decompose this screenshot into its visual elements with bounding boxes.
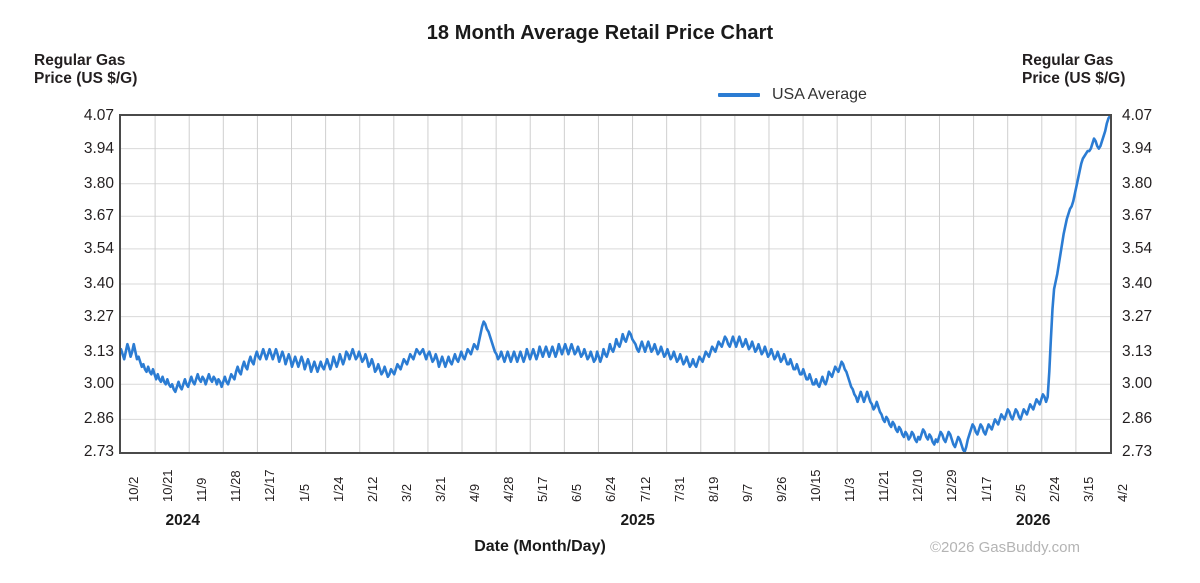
legend-item-label: USA Average bbox=[772, 86, 867, 103]
y-axis-tick-label: 3.67 bbox=[1122, 207, 1153, 225]
x-axis-tick-label: 12/29 bbox=[944, 469, 960, 502]
chart-legend: USA Average bbox=[718, 84, 867, 106]
x-axis-tick-label: 10/21 bbox=[160, 469, 176, 502]
y-axis-tick-label: 2.73 bbox=[83, 443, 114, 460]
x-axis-tick-label: 11/9 bbox=[194, 477, 210, 502]
y-axis-tick-label: 2.86 bbox=[1122, 410, 1153, 428]
y-axis-tick-label: 3.94 bbox=[1122, 139, 1153, 157]
x-axis-tick-label: 7/31 bbox=[671, 476, 687, 502]
x-axis-tick-label: 2/24 bbox=[1046, 476, 1062, 502]
x-axis-tick-label: 4/2 bbox=[1115, 483, 1130, 502]
copyright-notice: ©2026 GasBuddy.com bbox=[930, 539, 1081, 556]
y-axis-tick-label: 3.13 bbox=[83, 342, 114, 360]
x-axis-tick-label: 4/9 bbox=[467, 483, 483, 502]
x-axis-tick-label: 4/28 bbox=[501, 476, 517, 502]
x-axis-tick-label: 6/24 bbox=[603, 476, 619, 502]
x-axis-tick-label: 5/17 bbox=[535, 476, 551, 502]
plot-area bbox=[119, 114, 1112, 454]
y-axis-tick-label: 3.94 bbox=[83, 139, 114, 157]
y-axis-tick-label: 4.07 bbox=[83, 107, 114, 124]
page-title: 18 Month Average Retail Price Chart bbox=[426, 22, 774, 44]
x-axis-tick-label: 11/3 bbox=[842, 477, 858, 502]
x-axis-ticks: 10/2 10/21 11/9 11/28 12/17 1/5 1/24 2/12 3/2 3/2… bbox=[0, 0, 1200, 502]
x-axis-year-label: 2024 bbox=[165, 512, 200, 529]
y-axis-tick-label: 3.40 bbox=[1122, 275, 1153, 292]
usa-average-line bbox=[121, 116, 1110, 452]
x-axis-tick-label: 8/19 bbox=[705, 476, 721, 502]
x-axis-tick-label: 1/17 bbox=[978, 476, 994, 502]
x-axis-year-label: 2025 bbox=[620, 512, 655, 529]
x-axis-tick-label: 2/12 bbox=[364, 476, 380, 502]
x-axis-tick-label: 6/5 bbox=[569, 483, 585, 502]
x-axis-tick-label: 3/21 bbox=[432, 476, 448, 502]
y-axis-tick-label: 3.00 bbox=[1122, 375, 1153, 393]
x-axis-tick-label: 1/24 bbox=[330, 476, 346, 502]
y-axis-tick-label: 3.80 bbox=[1122, 174, 1153, 192]
y-axis-tick-label: 3.13 bbox=[1122, 342, 1153, 360]
x-axis-tick-label: 10/2 bbox=[126, 476, 141, 502]
y-axis-tick-label: 3.27 bbox=[83, 307, 114, 325]
x-axis-tick-label: 2/5 bbox=[1012, 483, 1028, 502]
y-axis-tick-label: 3.80 bbox=[83, 174, 114, 192]
x-axis-tick-label: 11/21 bbox=[876, 470, 892, 502]
y-axis-tick-label: 3.54 bbox=[83, 239, 114, 257]
y-axis-caption-right: Regular Gas Price (US $/G) bbox=[1022, 52, 1126, 87]
x-axis-tick-label: 3/15 bbox=[1080, 476, 1096, 502]
x-axis-tick-label: 9/26 bbox=[773, 476, 789, 502]
y-axis-tick-label: 3.27 bbox=[1122, 307, 1153, 325]
y-axis-tick-label: 3.67 bbox=[83, 207, 114, 225]
y-axis-caption-left: Regular Gas Price (US $/G) bbox=[34, 52, 138, 87]
y-axis-tick-label: 3.00 bbox=[83, 375, 114, 393]
x-axis-tick-label: 9/7 bbox=[739, 483, 755, 502]
x-axis-year-label: 2026 bbox=[1016, 512, 1051, 529]
y-axis-tick-label: 2.86 bbox=[83, 410, 114, 428]
x-axis-tick-label: 1/5 bbox=[296, 483, 312, 502]
y-axis-tick-label: 4.07 bbox=[1122, 107, 1153, 124]
x-axis-tick-label: 7/12 bbox=[637, 476, 653, 502]
x-axis-title: Date (Month/Day) bbox=[474, 538, 606, 555]
y-axis-tick-label: 2.73 bbox=[1122, 443, 1153, 460]
price-line-plot bbox=[121, 116, 1110, 452]
x-axis-tick-label: 12/17 bbox=[262, 469, 278, 502]
y-axis-tick-label: 3.54 bbox=[1122, 239, 1153, 257]
x-axis-tick-label: 12/10 bbox=[910, 469, 926, 502]
x-axis-tick-label: 10/15 bbox=[808, 469, 824, 502]
x-axis-tick-label: 11/28 bbox=[228, 470, 244, 502]
legend-line-swatch bbox=[718, 93, 760, 97]
x-axis-tick-label: 3/2 bbox=[398, 483, 414, 502]
y-axis-tick-label: 3.40 bbox=[83, 275, 114, 292]
